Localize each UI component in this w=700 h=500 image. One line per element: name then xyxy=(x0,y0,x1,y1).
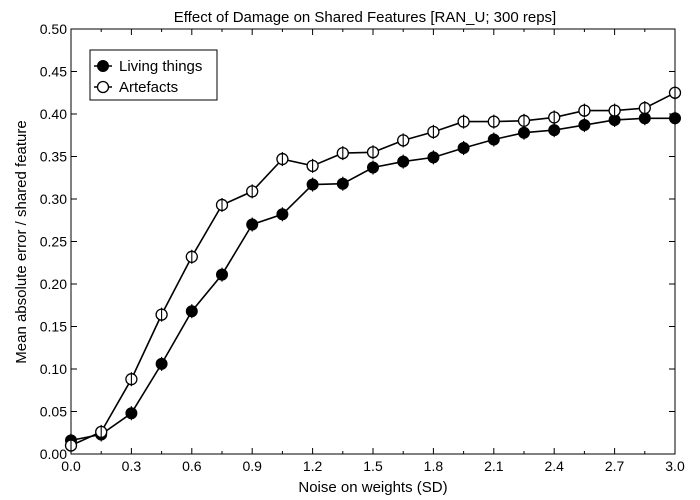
y-tick-label: 0.40 xyxy=(40,106,67,122)
data-point-artefacts xyxy=(608,103,621,118)
data-point-living-things xyxy=(518,125,530,140)
chart-title: Effect of Damage on Shared Features [RAN… xyxy=(174,9,556,26)
marker-filled xyxy=(246,218,259,231)
marker-filled xyxy=(306,178,319,191)
y-tick-label: 0.50 xyxy=(40,21,67,37)
data-point-artefacts xyxy=(125,372,138,387)
legend: Living things Artefacts xyxy=(89,49,218,101)
x-axis-label: Noise on weights (SD) xyxy=(298,479,447,496)
legend-label-artefacts: Artefacts xyxy=(119,79,178,96)
data-point-artefacts xyxy=(95,424,108,439)
data-point-living-things xyxy=(246,217,259,232)
data-point-artefacts xyxy=(668,85,682,100)
data-point-artefacts xyxy=(457,114,470,129)
data-point-artefacts xyxy=(246,184,259,199)
y-tick-label: 0.45 xyxy=(40,64,67,80)
y-tick-label: 0.15 xyxy=(40,319,67,335)
marker-filled xyxy=(578,119,591,132)
data-point-living-things xyxy=(487,132,500,147)
marker-filled xyxy=(487,133,500,146)
marker-filled xyxy=(548,124,561,137)
data-point-living-things xyxy=(397,154,410,169)
x-tick-label: 3.0 xyxy=(665,458,685,474)
data-point-living-things xyxy=(125,406,138,421)
marker-filled xyxy=(669,112,681,125)
data-point-living-things xyxy=(367,160,379,175)
x-tick-label: 2.7 xyxy=(605,458,625,474)
x-tick-label: 0.6 xyxy=(182,458,202,474)
data-point-artefacts xyxy=(215,197,229,212)
data-point-living-things xyxy=(336,176,349,191)
marker-filled xyxy=(518,126,530,139)
data-point-artefacts xyxy=(427,124,440,139)
marker-filled xyxy=(457,142,470,154)
marker-filled xyxy=(155,357,168,370)
data-point-artefacts xyxy=(155,307,168,322)
marker-filled xyxy=(427,151,440,164)
data-point-living-things xyxy=(427,150,440,165)
x-tick-label: 0.3 xyxy=(122,458,142,474)
marker-filled xyxy=(397,155,410,168)
data-point-living-things xyxy=(185,304,198,319)
data-point-living-things xyxy=(155,356,168,371)
y-tick-label: 0.35 xyxy=(40,149,67,165)
data-point-artefacts xyxy=(487,114,500,129)
legend-box xyxy=(89,49,218,101)
marker-filled xyxy=(216,268,228,281)
marker-filled xyxy=(276,208,289,221)
data-point-living-things xyxy=(548,123,561,138)
legend-marker-artefacts xyxy=(96,80,110,94)
x-tick-label: 0.0 xyxy=(61,458,81,474)
data-point-artefacts xyxy=(64,438,78,453)
plot-area: 0.0 0.3 0.6 0.9 1.2 1.5 1.8 2.1 2.4 2.7 3.0 0.00 0.0… xyxy=(40,21,685,474)
legend-label-living-things: Living things xyxy=(119,58,202,75)
data-point-artefacts xyxy=(397,133,410,148)
data-point-living-things xyxy=(306,177,319,192)
data-point-living-things xyxy=(578,118,591,133)
x-tick-label: 2.4 xyxy=(544,458,564,474)
data-point-artefacts xyxy=(578,103,591,118)
data-point-artefacts xyxy=(306,158,319,173)
data-point-living-things xyxy=(276,207,289,222)
x-tick-label: 1.8 xyxy=(424,458,444,474)
legend-marker-living-things xyxy=(97,60,109,72)
data-point-artefacts xyxy=(366,145,380,160)
y-tick-label: 0.05 xyxy=(40,404,67,420)
data-point-artefacts xyxy=(548,110,561,125)
marker-filled xyxy=(125,407,138,420)
data-point-living-things xyxy=(669,111,681,126)
x-tick-label: 1.2 xyxy=(303,458,323,474)
y-axis-label: Mean absolute error / shared feature xyxy=(13,120,30,363)
data-point-artefacts xyxy=(638,101,651,116)
data-point-artefacts xyxy=(185,249,198,264)
y-tick-label: 0.30 xyxy=(40,191,67,207)
y-tick-label: 0.20 xyxy=(40,276,67,292)
marker-filled xyxy=(367,161,379,174)
marker-filled xyxy=(185,305,198,318)
data-point-artefacts xyxy=(517,113,531,128)
x-tick-label: 0.9 xyxy=(242,458,262,474)
data-point-artefacts xyxy=(336,146,349,161)
y-tick-label: 0.25 xyxy=(40,234,67,250)
x-tick-label: 1.5 xyxy=(363,458,383,474)
marker-filled xyxy=(336,177,349,190)
data-point-living-things xyxy=(457,141,470,155)
data-point-artefacts xyxy=(276,152,289,167)
x-tick-label: 2.1 xyxy=(484,458,504,474)
y-tick-label: 0.00 xyxy=(40,446,67,462)
data-point-living-things xyxy=(216,267,228,282)
y-tick-label: 0.10 xyxy=(40,361,67,377)
